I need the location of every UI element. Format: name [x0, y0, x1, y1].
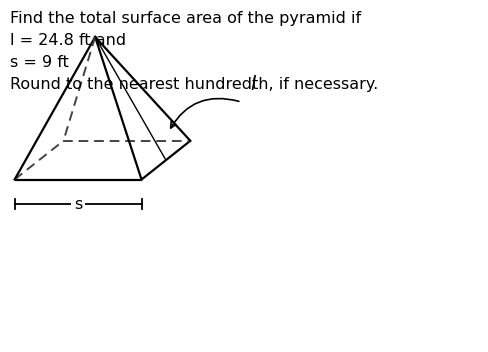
- Text: s: s: [74, 197, 82, 212]
- Text: Round to the nearest hundredth, if necessary.: Round to the nearest hundredth, if neces…: [10, 77, 378, 93]
- Text: s = 9 ft: s = 9 ft: [10, 55, 69, 70]
- Text: Find the total surface area of the pyramid if: Find the total surface area of the pyram…: [10, 11, 361, 26]
- Text: $l$: $l$: [250, 75, 257, 94]
- Text: l = 24.8 ft and: l = 24.8 ft and: [10, 33, 126, 49]
